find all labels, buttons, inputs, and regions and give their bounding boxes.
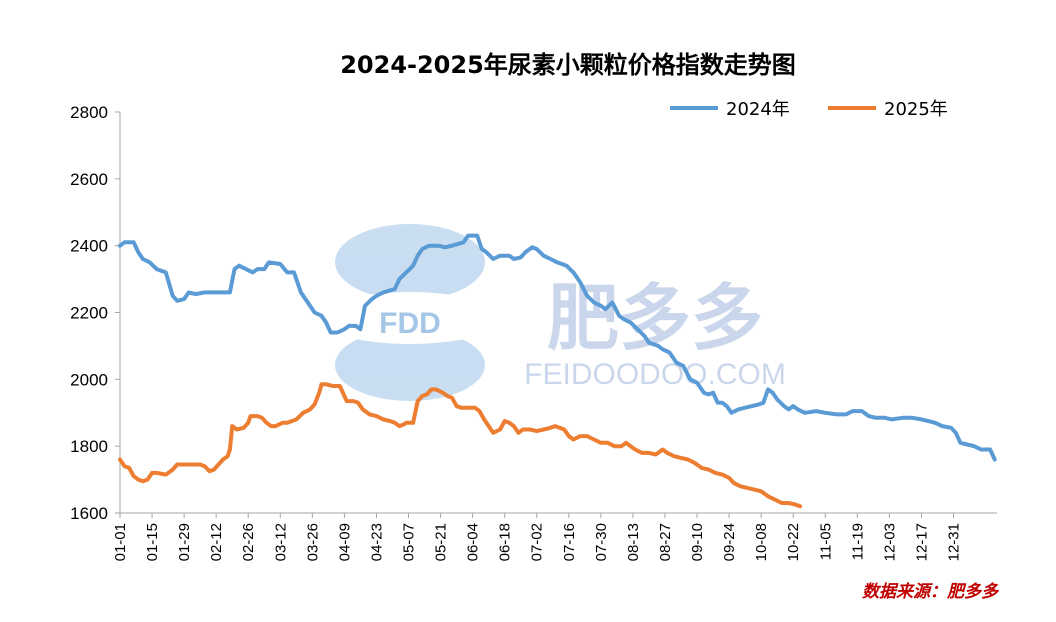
legend: 2024年 2025年 bbox=[670, 99, 948, 120]
x-tick-label: 11-05 bbox=[817, 523, 834, 560]
x-tick-label: 03-12 bbox=[272, 523, 289, 561]
series-line-2024 bbox=[118, 233, 997, 462]
x-tick-label: 06-18 bbox=[497, 523, 514, 561]
source-note: 数据来源：肥多多 bbox=[862, 582, 1000, 602]
x-tick-label: 05-21 bbox=[433, 523, 450, 561]
x-tick-label: 09-24 bbox=[721, 523, 738, 561]
chart-title: 2024-2025年尿素小颗粒价格指数走势图 bbox=[340, 51, 796, 79]
x-tick-label: 10-22 bbox=[785, 523, 802, 561]
x-tick-label: 02-12 bbox=[208, 523, 225, 561]
x-tick-label: 05-07 bbox=[401, 523, 418, 561]
x-tick-label: 12-31 bbox=[945, 523, 962, 561]
legend-label-2024: 2024年 bbox=[726, 99, 790, 120]
x-tick-label: 12-17 bbox=[913, 523, 930, 561]
y-tick-label: 1600 bbox=[70, 504, 108, 523]
x-tick-label: 01-15 bbox=[144, 523, 161, 561]
watermark-logo-bottom bbox=[335, 329, 485, 401]
x-tick-label: 07-30 bbox=[593, 523, 610, 561]
plot-area bbox=[118, 233, 997, 509]
watermark-logo-top bbox=[335, 224, 485, 300]
x-tick-label: 04-09 bbox=[336, 523, 353, 561]
watermark: FDD 肥多多 FEIDOODOO.COM bbox=[318, 224, 786, 401]
x-tick-label: 07-02 bbox=[529, 523, 546, 561]
y-axis: 1600 1800 2000 2200 2400 2600 2800 bbox=[70, 103, 120, 523]
x-tick-label: 07-16 bbox=[561, 523, 578, 561]
x-tick-label: 09-10 bbox=[689, 523, 706, 561]
x-tick-label: 01-29 bbox=[176, 523, 193, 561]
x-tick-label: 08-27 bbox=[657, 523, 674, 561]
x-axis: 01-01 01-15 01-29 02-12 02-26 03-12 03-26 04-09… bbox=[112, 513, 962, 561]
series-line-2025 bbox=[118, 382, 803, 509]
x-tick-label: 11-19 bbox=[849, 523, 866, 560]
y-tick-label: 2800 bbox=[70, 103, 108, 122]
legend-label-2025: 2025年 bbox=[884, 99, 948, 120]
y-tick-label: 2000 bbox=[70, 370, 108, 389]
y-tick-label: 2400 bbox=[70, 237, 108, 256]
y-tick-label: 1800 bbox=[70, 437, 108, 456]
x-tick-label: 06-04 bbox=[465, 523, 482, 561]
x-tick-label: 03-26 bbox=[304, 523, 321, 561]
y-tick-label: 2200 bbox=[70, 304, 108, 323]
x-tick-label: 10-08 bbox=[753, 523, 770, 561]
x-tick-label: 04-23 bbox=[368, 523, 385, 561]
watermark-logo-text: FDD bbox=[379, 307, 441, 340]
x-tick-label: 01-01 bbox=[112, 523, 129, 561]
watermark-brand-cn: 肥多多 bbox=[547, 276, 763, 360]
x-tick-label: 02-26 bbox=[240, 523, 257, 561]
watermark-brand-url: FEIDOODOO.COM bbox=[524, 358, 786, 391]
x-tick-label: 12-03 bbox=[881, 523, 898, 561]
x-tick-label: 08-13 bbox=[625, 523, 642, 561]
y-tick-label: 2600 bbox=[70, 170, 108, 189]
